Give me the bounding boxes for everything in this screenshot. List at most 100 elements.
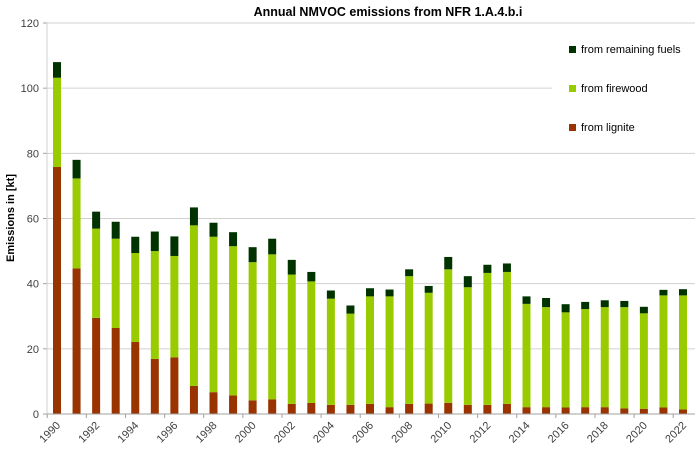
bar-segment-from-lignite-2018 [600,407,609,414]
bar-segment-from-lignite-1996 [170,357,179,414]
bar-segment-from-firewood-1993 [111,238,120,328]
bar-segment-from-lignite-2019 [620,408,629,414]
bar-segment-from-firewood-2011 [463,287,472,405]
y-tick-label: 80 [27,148,39,160]
bar-segment-from-remaining-fuels-2011 [463,276,472,288]
chart-title: Annual NMVOC emissions from NFR 1.A.4.b.… [254,5,523,19]
bar-segment-from-lignite-2022 [679,409,687,414]
bar-segment-from-firewood-2000 [248,262,257,401]
bar-segment-from-remaining-fuels-2022 [679,289,687,296]
bar-segment-from-remaining-fuels-2001 [268,238,277,255]
bar-segment-from-lignite-1993 [111,327,120,414]
bar-segment-from-remaining-fuels-2006 [366,288,374,297]
bar-segment-from-remaining-fuels-1998 [209,222,218,237]
bar-segment-from-lignite-2000 [248,400,257,414]
x-tick-label: 2004 [311,420,337,446]
legend: from remaining fuels from firewood from li… [552,32,700,150]
x-tick-label: 1998 [194,420,220,446]
bar-segment-from-remaining-fuels-1995 [150,231,159,252]
bar-segment-from-remaining-fuels-2016 [561,304,570,313]
y-tick-label: 0 [33,409,39,421]
x-tick-label: 2000 [233,420,259,446]
bar-segment-from-firewood-2013 [502,271,511,404]
y-tick-label: 120 [21,18,39,30]
bar-segment-from-remaining-fuels-2014 [522,296,531,304]
bar-segment-from-lignite-1994 [131,341,140,414]
bar-segment-from-firewood-2008 [405,276,414,404]
bar-segment-from-firewood-2019 [620,307,629,409]
bar-segment-from-firewood-2003 [307,281,316,403]
bar-segment-from-remaining-fuels-2018 [600,300,609,308]
bar-segment-from-remaining-fuels-2003 [307,271,316,282]
bar-segment-from-remaining-fuels-1996 [170,236,179,256]
x-tick-label: 2008 [389,420,415,446]
legend-background [552,32,700,150]
bar-segment-from-lignite-2003 [307,402,316,414]
bar-segment-from-firewood-2010 [444,269,453,403]
bar-segment-from-remaining-fuels-2009 [424,285,433,293]
bar-segment-from-remaining-fuels-2007 [385,289,394,297]
bar-segment-from-lignite-1995 [150,358,159,414]
x-tick-label: 1994 [116,420,142,446]
bar-segment-from-lignite-2008 [405,403,414,414]
x-tick-label: 2018 [585,420,611,446]
bar-segment-from-remaining-fuels-2019 [620,300,629,308]
bar-segment-from-remaining-fuels-2008 [405,269,414,277]
bar-segment-from-lignite-2014 [522,407,531,414]
legend-swatch [569,46,576,53]
bars [53,62,687,414]
bar-segment-from-remaining-fuels-2012 [483,264,492,273]
bar-segment-from-firewood-2022 [679,295,687,410]
bar-segment-from-remaining-fuels-2005 [346,305,355,314]
x-tick-label: 1990 [37,420,63,446]
bar-segment-from-lignite-2017 [581,407,590,414]
x-tick-label: 2016 [546,420,572,446]
y-axis-label: Emissions in [kt] [5,174,17,262]
bar-segment-from-remaining-fuels-2002 [287,259,296,275]
bar-segment-from-lignite-2012 [483,404,492,414]
bar-segment-from-lignite-1990 [53,167,61,414]
bar-segment-from-firewood-2015 [542,307,551,408]
bar-segment-from-firewood-2018 [600,307,609,408]
bar-segment-from-firewood-2016 [561,312,570,408]
bar-segment-from-firewood-1991 [72,178,81,269]
bar-segment-from-firewood-2014 [522,303,531,408]
x-tick-label: 2002 [272,420,298,446]
bar-segment-from-remaining-fuels-1992 [92,211,101,229]
bar-segment-from-firewood-2020 [639,313,648,409]
x-axis-ticks: 1990 1992 1994 1996 1998 2000 2002 2004 2006 2008… [37,414,689,445]
bar-segment-from-firewood-2021 [659,295,668,408]
x-tick-label: 2022 [663,420,689,446]
bar-segment-from-remaining-fuels-1991 [72,159,81,179]
bar-segment-from-firewood-1998 [209,236,218,393]
bar-segment-from-firewood-1992 [92,228,101,318]
bar-segment-from-lignite-2005 [346,404,355,414]
y-axis-ticks: 0 20 40 60 80 100 120 [21,18,47,421]
bar-segment-from-firewood-1995 [150,251,159,359]
x-tick-label: 2014 [507,420,533,446]
bar-segment-from-remaining-fuels-2010 [444,256,453,270]
bar-segment-from-firewood-1990 [53,77,61,168]
bar-segment-from-firewood-1996 [170,255,179,358]
y-tick-label: 20 [27,344,39,356]
bar-segment-from-remaining-fuels-1999 [229,232,238,247]
bar-segment-from-remaining-fuels-2000 [248,247,257,263]
x-tick-label: 2020 [624,420,650,446]
bar-segment-from-lignite-2009 [424,403,433,414]
bar-segment-from-lignite-2006 [366,403,374,414]
bar-segment-from-firewood-2001 [268,254,277,400]
bar-segment-from-firewood-2009 [424,292,433,404]
bar-segment-from-firewood-1997 [189,225,198,386]
bar-segment-from-lignite-1999 [229,395,238,414]
bar-segment-from-firewood-2012 [483,272,492,405]
bar-segment-from-lignite-2010 [444,402,453,414]
bar-segment-from-remaining-fuels-2021 [659,289,668,296]
bar-segment-from-lignite-1992 [92,317,101,414]
bar-segment-from-firewood-1999 [229,246,238,396]
bar-segment-from-remaining-fuels-2015 [542,298,551,308]
bar-segment-from-lignite-2004 [326,404,335,414]
bar-segment-from-remaining-fuels-1993 [111,221,120,239]
bar-segment-from-firewood-2005 [346,313,355,405]
bar-segment-from-lignite-2007 [385,407,394,414]
